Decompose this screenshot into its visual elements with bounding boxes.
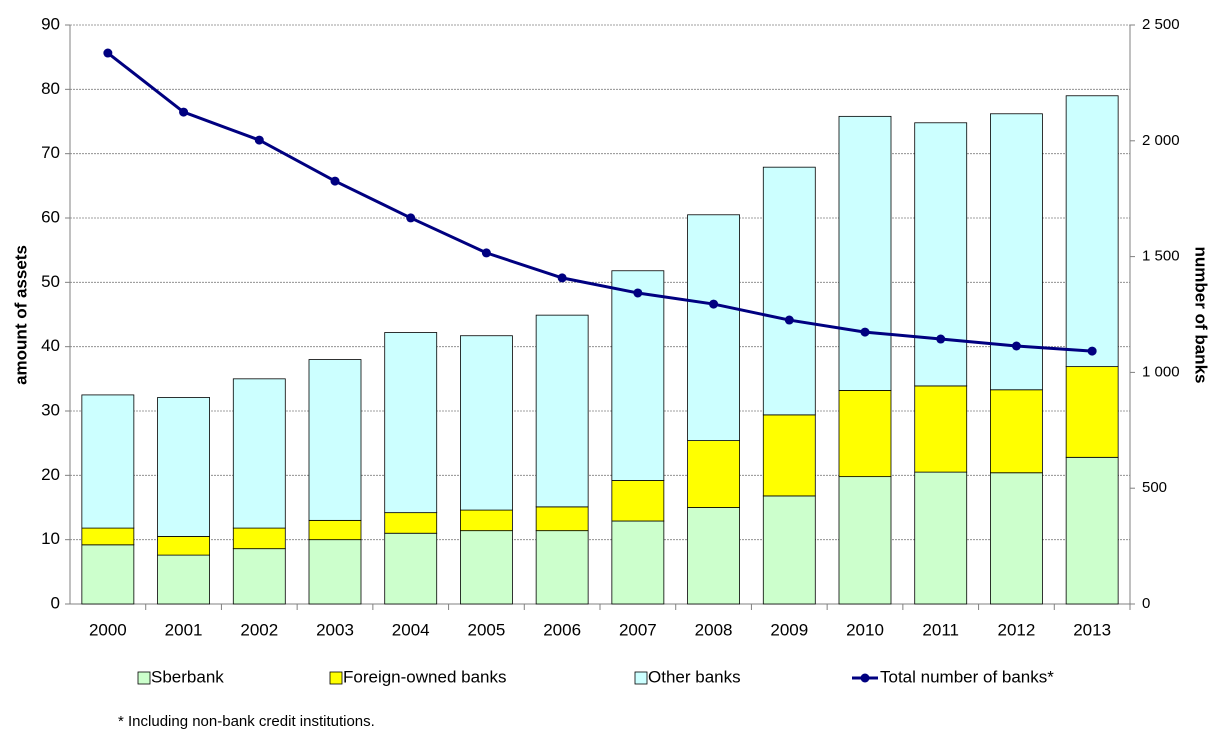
y-tick-label: 50 — [41, 272, 60, 291]
legend-label: Total number of banks* — [880, 667, 1054, 686]
bar-segment — [838, 390, 892, 478]
legend-label: Sberbank — [151, 667, 224, 686]
bar-segment — [157, 397, 210, 537]
bar-segment — [611, 480, 665, 522]
y2-tick-label: 2 500 — [1142, 16, 1180, 33]
bar-segment — [232, 548, 286, 605]
bar-segment — [611, 520, 665, 605]
x-tick-label: 2004 — [392, 620, 430, 639]
x-tick-label: 2011 — [922, 620, 959, 639]
bar-segment — [1065, 456, 1119, 605]
bar-segment — [308, 539, 362, 605]
bar-segment — [762, 166, 816, 416]
y-tick-label: 60 — [41, 207, 60, 226]
bar-segment — [687, 440, 740, 508]
y-tick-label: 90 — [41, 14, 60, 33]
bar-segment — [81, 527, 135, 546]
bar-segment — [687, 214, 740, 441]
y2-tick-label: 500 — [1142, 479, 1167, 496]
bar-segment — [762, 495, 816, 605]
x-tick-label: 2005 — [468, 620, 506, 639]
x-tick-label: 2001 — [165, 620, 203, 639]
bar-segment — [1065, 366, 1119, 458]
y2-tick-label: 1 000 — [1142, 363, 1180, 380]
bar-segment — [914, 122, 968, 387]
bar-segment — [157, 536, 210, 556]
x-tick-label: 2007 — [619, 620, 657, 639]
bar-segment — [838, 115, 892, 391]
line-marker — [254, 135, 264, 145]
bar-segment — [535, 530, 589, 605]
bar-segment — [81, 544, 135, 605]
bar-segment — [384, 532, 438, 605]
line-marker — [860, 327, 870, 337]
bar-segment — [232, 527, 286, 550]
x-tick-label: 2000 — [89, 620, 127, 639]
y-tick-label: 0 — [51, 593, 60, 612]
bar-segment — [232, 378, 286, 529]
line-marker — [179, 107, 189, 117]
line-marker — [103, 48, 113, 58]
line-marker — [1011, 341, 1021, 351]
x-tick-label: 2009 — [770, 620, 808, 639]
x-tick-label: 2012 — [998, 620, 1036, 639]
line-marker — [709, 299, 719, 309]
bar-segment — [81, 394, 135, 529]
legend-label: Foreign-owned banks — [343, 667, 506, 686]
x-tick-label: 2010 — [846, 620, 884, 639]
y2-axis-title: number of banks — [1192, 247, 1211, 384]
y-axis-title: amount of assets — [11, 245, 30, 385]
bar-segment — [384, 512, 438, 534]
x-tick-label: 2008 — [695, 620, 733, 639]
line-marker — [481, 248, 491, 258]
bar-segment — [460, 530, 513, 605]
bar-segment — [687, 507, 740, 605]
y-tick-label: 40 — [41, 336, 60, 355]
line-marker — [330, 176, 340, 186]
line-marker — [633, 288, 643, 298]
bar-segment — [611, 270, 665, 481]
bar-segment — [308, 519, 362, 541]
bar-segment — [762, 414, 816, 497]
bar-segment — [838, 476, 892, 605]
bar-segment — [914, 471, 968, 605]
bar-segment — [460, 509, 513, 532]
bar-segment — [990, 389, 1043, 474]
bar-segment — [914, 385, 968, 473]
line-marker — [784, 315, 794, 325]
legend-label: Other banks — [648, 667, 741, 686]
legend-swatch — [137, 671, 151, 685]
bar-segment — [460, 335, 513, 511]
line-marker — [1087, 346, 1097, 356]
x-tick-label: 2013 — [1073, 620, 1111, 639]
y2-tick-label: 1 500 — [1142, 248, 1180, 265]
y-tick-label: 70 — [41, 143, 60, 162]
y-tick-label: 20 — [41, 465, 60, 484]
bar-segment — [1065, 95, 1119, 368]
y2-tick-label: 0 — [1142, 595, 1150, 612]
bar-segment — [157, 554, 210, 605]
y-tick-label: 30 — [41, 400, 60, 419]
bar-segment — [990, 472, 1043, 605]
legend-swatch — [634, 671, 648, 685]
legend-swatch — [329, 671, 343, 685]
bar-segment — [308, 359, 362, 521]
line-marker — [406, 213, 416, 223]
line-marker — [557, 273, 567, 283]
x-tick-label: 2002 — [240, 620, 278, 639]
x-tick-label: 2006 — [543, 620, 581, 639]
line — [106, 51, 1093, 353]
line-marker — [936, 334, 946, 344]
footnote: * Including non-bank credit institutions… — [118, 713, 375, 730]
legend-swatch — [860, 673, 870, 683]
bar-segment — [535, 314, 589, 508]
bar-segment — [535, 506, 589, 532]
x-tick-label: 2003 — [316, 620, 354, 639]
y2-tick-label: 2 000 — [1142, 132, 1180, 149]
y-tick-label: 80 — [41, 79, 60, 98]
y-tick-label: 10 — [41, 529, 60, 548]
bar-segment — [384, 332, 438, 514]
